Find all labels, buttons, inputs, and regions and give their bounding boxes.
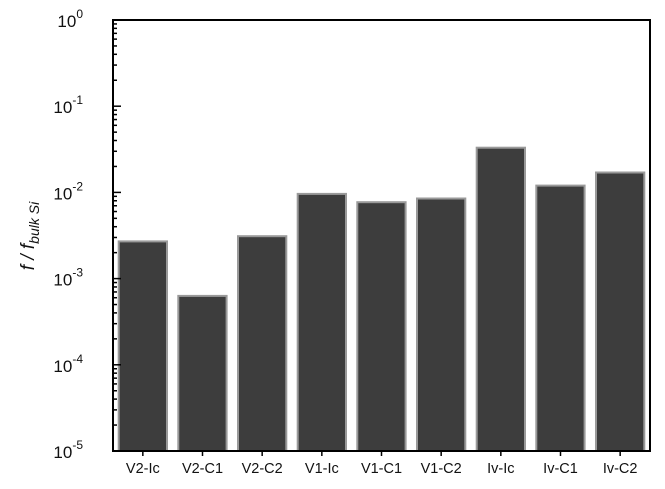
y-tick-label: 10-5: [53, 438, 83, 462]
bar-iv-c1: [535, 184, 586, 452]
y-tick-label: 100: [57, 7, 83, 31]
bar-v2-ic: [117, 240, 168, 452]
plot-frame: [112, 19, 651, 452]
bar-iv-c2: [595, 171, 646, 452]
y-tick-label: 10-2: [53, 179, 83, 203]
x-axis-labels: V2-Ic V2-C1 V2-C2 V1-Ic V1-C1 V1-C2 Iv-Ic Iv-C1…: [126, 451, 638, 477]
x-tick-label: Iv-C1: [543, 461, 578, 477]
y-tick-exponent: -1: [72, 93, 83, 107]
x-tick-label: V2-C1: [182, 461, 223, 477]
y-axis-label-main: f / f: [18, 242, 39, 270]
y-tick-base: 10: [53, 271, 72, 290]
x-tick-label: V2-Ic: [126, 461, 160, 477]
y-tick-exponent: -3: [72, 266, 83, 280]
x-tick-label: V1-C1: [361, 461, 402, 477]
bar-v1-c1: [356, 201, 407, 452]
bar-v2-c1: [177, 294, 228, 452]
x-tick-label: V1-C2: [421, 461, 462, 477]
bar-v2-c2: [237, 235, 288, 452]
y-tick-label: 10-3: [53, 266, 83, 290]
y-tick-exponent: -4: [72, 352, 83, 366]
y-tick-base: 10: [57, 12, 76, 31]
y-tick-label: 10-1: [53, 93, 83, 117]
x-tick-label: V1-Ic: [305, 461, 339, 477]
bar-iv-ic: [475, 146, 527, 452]
bar-v1-c2: [416, 197, 467, 452]
y-tick-base: 10: [53, 443, 72, 462]
y-tick-base: 10: [53, 184, 72, 203]
x-tick-label: Iv-C2: [603, 461, 638, 477]
bars-group: [117, 146, 646, 452]
y-tick-exponent: -2: [72, 179, 83, 193]
y-tick-label: 10-4: [53, 352, 83, 376]
y-tick-base: 10: [53, 98, 72, 117]
y-tick-exponent: -5: [72, 438, 83, 452]
y-axis-label: f / fbulk Si: [18, 201, 42, 270]
x-tick-label: Iv-Ic: [487, 461, 514, 477]
y-tick-exponent: 0: [76, 7, 83, 21]
y-tick-base: 10: [53, 357, 72, 376]
bar-v1-ic: [296, 192, 348, 452]
y-axis-label-subscript: bulk Si: [26, 201, 42, 244]
x-tick-label: V2-C2: [242, 461, 283, 477]
